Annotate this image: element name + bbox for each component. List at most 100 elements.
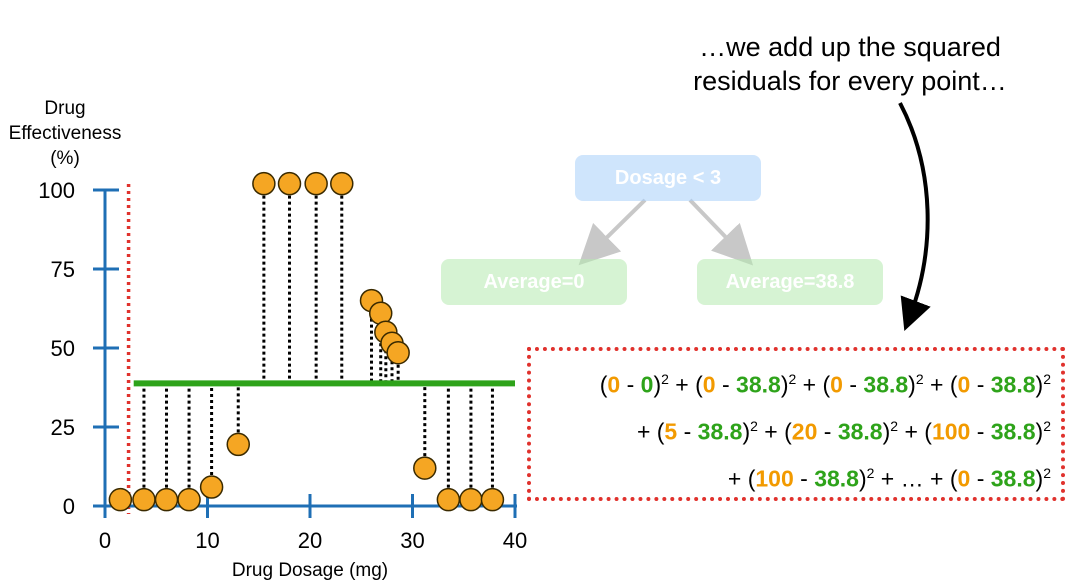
tree-left-leaf-label: Average=0: [483, 271, 585, 293]
tree-right-leaf-label: Average=38.8: [725, 271, 855, 293]
predicted-value: 0: [640, 371, 654, 398]
x-tick-label: 20: [298, 528, 322, 553]
operator-text: -: [970, 371, 991, 398]
data-point: [252, 171, 276, 196]
data-point: [108, 487, 133, 512]
operator-text: -: [817, 418, 838, 445]
observed-value: 0: [957, 465, 971, 492]
exponent: 2: [1043, 465, 1051, 481]
operator-text: -: [715, 371, 737, 398]
caption-line-1: …we add up the squared: [699, 32, 1001, 62]
operator-text: -: [620, 371, 641, 398]
predicted-value: 38.8: [837, 418, 883, 445]
operator-text: + (: [923, 371, 958, 398]
operator-text: ): [780, 371, 789, 398]
operator-text: -: [793, 465, 815, 492]
equation-line-2: + (5 - 38.8)2 + (20 - 38.8)2 + (100 - 38…: [637, 418, 1051, 446]
operator-text: + (: [757, 418, 792, 445]
curved-arrow-icon: [898, 102, 931, 331]
exponent: 2: [1043, 418, 1051, 434]
x-axis-label: Drug Dosage (mg): [232, 560, 388, 581]
y-tick-label: 75: [51, 257, 75, 282]
tree-arrows: [578, 198, 754, 266]
predicted-value: 38.8: [863, 371, 909, 398]
operator-text: -: [677, 418, 698, 445]
y-tick-label: 100: [38, 178, 75, 203]
operator-text: + (: [727, 465, 756, 492]
observed-value: 100: [755, 465, 794, 492]
operator-text: + (: [898, 418, 932, 445]
y-tick-label: 50: [51, 336, 75, 361]
data-point: [386, 340, 410, 365]
operator-text: ): [1035, 371, 1044, 398]
residual-equation-box: (0 - 0)2 + (0 - 38.8)2 + (0 - 38.8)2 + (…: [527, 347, 1065, 501]
operator-text: ): [882, 418, 891, 445]
operator-text: ): [1035, 418, 1044, 445]
tree-root-node: Dosage < 3: [575, 155, 761, 201]
data-point: [459, 487, 483, 512]
data-point: [226, 432, 250, 457]
x-tick-label: 10: [195, 528, 219, 553]
operator-text: ): [742, 418, 751, 445]
data-point: [480, 487, 505, 512]
tree-left-leaf: Average=0: [441, 259, 627, 305]
operator-text: + (: [668, 371, 703, 398]
operator-text: (: [599, 371, 608, 398]
observed-value: 20: [791, 418, 818, 445]
y-tick-label: 25: [51, 415, 75, 440]
operator-text: + … + (: [874, 465, 958, 492]
operator-text: ): [1035, 465, 1044, 492]
y-axis-label-line-2: Effectiveness: [8, 123, 122, 144]
observed-value: 0: [957, 371, 971, 398]
tree-arrow-right: [688, 198, 754, 266]
operator-text: -: [970, 465, 991, 492]
observed-value: 0: [830, 371, 843, 398]
data-point: [436, 487, 461, 512]
data-point: [330, 171, 354, 196]
tree-right-leaf: Average=38.8: [697, 259, 883, 305]
tree-root-label: Dosage < 3: [614, 167, 722, 189]
predicted-value: 38.8: [814, 465, 859, 492]
y-axis-label-line-3: (%): [50, 148, 80, 169]
data-point: [132, 487, 156, 512]
predicted-value: 38.8: [990, 465, 1036, 492]
data-point: [199, 475, 224, 499]
x-tick-label: 0: [99, 528, 111, 553]
predicted-value: 38.8: [697, 418, 743, 445]
data-point: [177, 487, 201, 512]
equation-line-1: (0 - 0)2 + (0 - 38.8)2 + (0 - 38.8)2 + (…: [600, 371, 1051, 399]
operator-text: -: [842, 371, 864, 398]
data-point: [304, 171, 328, 196]
observed-value: 0: [702, 371, 716, 398]
exponent: 2: [1043, 371, 1051, 387]
operator-text: ): [858, 465, 867, 492]
equation-line-3: + (100 - 38.8)2 + … + (0 - 38.8)2: [728, 465, 1051, 493]
x-tick-label: 30: [400, 528, 424, 553]
observed-value: 0: [607, 371, 621, 398]
observed-value: 100: [931, 418, 971, 445]
operator-text: + (: [636, 418, 665, 445]
observed-value: 5: [664, 418, 678, 445]
exponent: 2: [866, 465, 875, 481]
tree-arrow-left: [578, 198, 647, 266]
exponent: 2: [890, 418, 899, 434]
data-point: [154, 487, 179, 512]
operator-text: ): [908, 371, 916, 398]
y-axis-label-line-1: Drug: [44, 98, 86, 119]
predicted-value: 38.8: [990, 418, 1036, 445]
predicted-value: 38.8: [990, 371, 1036, 398]
data-point: [277, 171, 302, 196]
operator-text: ): [653, 371, 662, 398]
predicted-value: 38.8: [736, 371, 781, 398]
operator-text: -: [970, 418, 991, 445]
y-tick-label: 0: [63, 494, 75, 519]
exponent: 2: [915, 371, 924, 387]
caption-line-2: residuals for every point…: [693, 66, 1007, 96]
exponent: 2: [661, 371, 669, 387]
exponent: 2: [750, 418, 758, 434]
operator-text: + (: [796, 371, 831, 398]
data-point: [413, 456, 437, 480]
x-tick-label: 40: [503, 528, 527, 553]
exponent: 2: [788, 371, 797, 387]
